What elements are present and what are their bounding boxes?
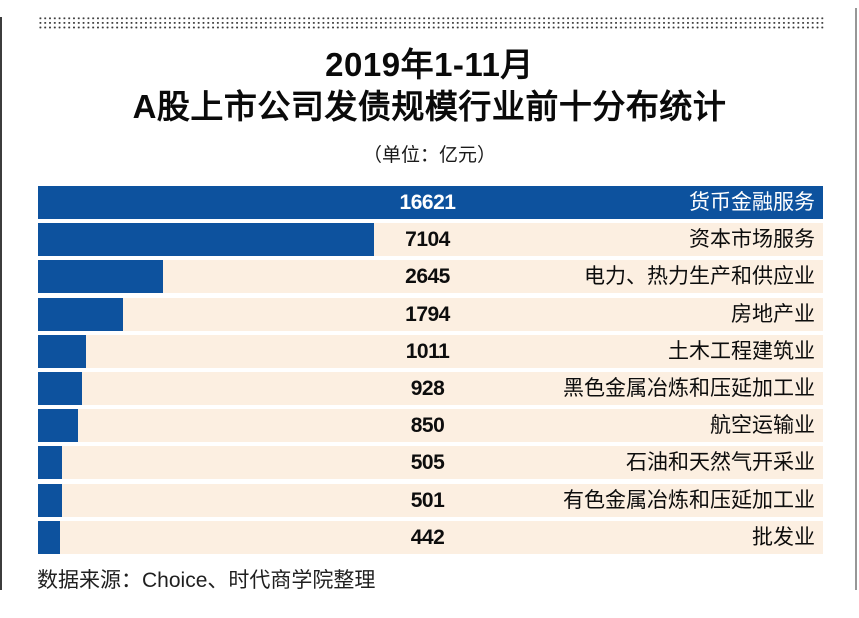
bar-value: 2645 <box>405 265 450 289</box>
bar-category-label: 批发业 <box>752 525 815 549</box>
bar-category-label: 航空运输业 <box>710 414 815 438</box>
bar-category-label: 石油和天然气开采业 <box>626 451 815 475</box>
bar-value: 505 <box>410 451 445 475</box>
bar-category-label: 房地产业 <box>731 302 815 326</box>
chart-unit-subtitle: （单位：亿元） <box>362 145 496 166</box>
bar-chart: 16621 货币金融服务 7104 资本市场服务 2645 电力、热力生产和供应业 1794… <box>38 186 823 558</box>
bar <box>38 409 79 443</box>
bar-row: 850 航空运输业 <box>38 409 823 443</box>
bar-value: 850 <box>410 414 445 438</box>
bar-category-label: 有色金属冶炼和压延加工业 <box>563 488 815 512</box>
bar-row: 7104 资本市场服务 <box>38 223 823 257</box>
bar-value: 7104 <box>405 228 450 252</box>
data-source-note: 数据来源：Choice、时代商学院整理 <box>37 569 376 592</box>
bar <box>38 483 62 517</box>
bar <box>38 446 62 480</box>
bar-row: 928 黑色金属冶炼和压延加工业 <box>38 371 823 405</box>
bar <box>38 223 374 257</box>
bar-row: 2645 电力、热力生产和供应业 <box>38 260 823 294</box>
bar-row: 1794 房地产业 <box>38 297 823 331</box>
chart-title-line1: 2019年1-11月 <box>325 46 534 83</box>
right-edge-rule <box>855 8 857 590</box>
bar <box>38 260 163 294</box>
left-edge-rule <box>0 17 2 590</box>
chart-title-line2: A股上市公司发债规模行业前十分布统计 <box>132 88 727 125</box>
chart-title: 2019年1-11月 A股上市公司发债规模行业前十分布统计 <box>0 44 859 128</box>
bar-value: 1011 <box>405 339 450 363</box>
bar-category-label: 电力、热力生产和供应业 <box>584 265 815 289</box>
bar-row: 16621 货币金融服务 <box>38 186 823 219</box>
bar-row: 442 批发业 <box>38 520 823 554</box>
bar <box>38 297 123 331</box>
bar-value: 501 <box>410 488 445 512</box>
bar-row: 1011 土木工程建筑业 <box>38 334 823 368</box>
bar-row: 505 石油和天然气开采业 <box>38 446 823 480</box>
bar-rows: 16621 货币金融服务 7104 资本市场服务 2645 电力、热力生产和供应业 1794… <box>38 186 823 554</box>
dotted-border-top <box>38 16 824 30</box>
bar-category-label: 土木工程建筑业 <box>668 339 815 363</box>
bar <box>38 520 60 554</box>
bar <box>38 334 86 368</box>
bar-category-label: 货币金融服务 <box>689 191 815 214</box>
bar-value: 1794 <box>405 302 450 326</box>
bar-value: 16621 <box>399 191 456 214</box>
bar-category-label: 黑色金属冶炼和压延加工业 <box>563 376 815 400</box>
bar-category-label: 资本市场服务 <box>689 228 815 252</box>
bar-row: 501 有色金属冶炼和压延加工业 <box>38 483 823 517</box>
bar-value: 928 <box>410 376 445 400</box>
bar-value: 442 <box>410 525 445 549</box>
bar <box>38 371 82 405</box>
bar <box>38 186 823 219</box>
